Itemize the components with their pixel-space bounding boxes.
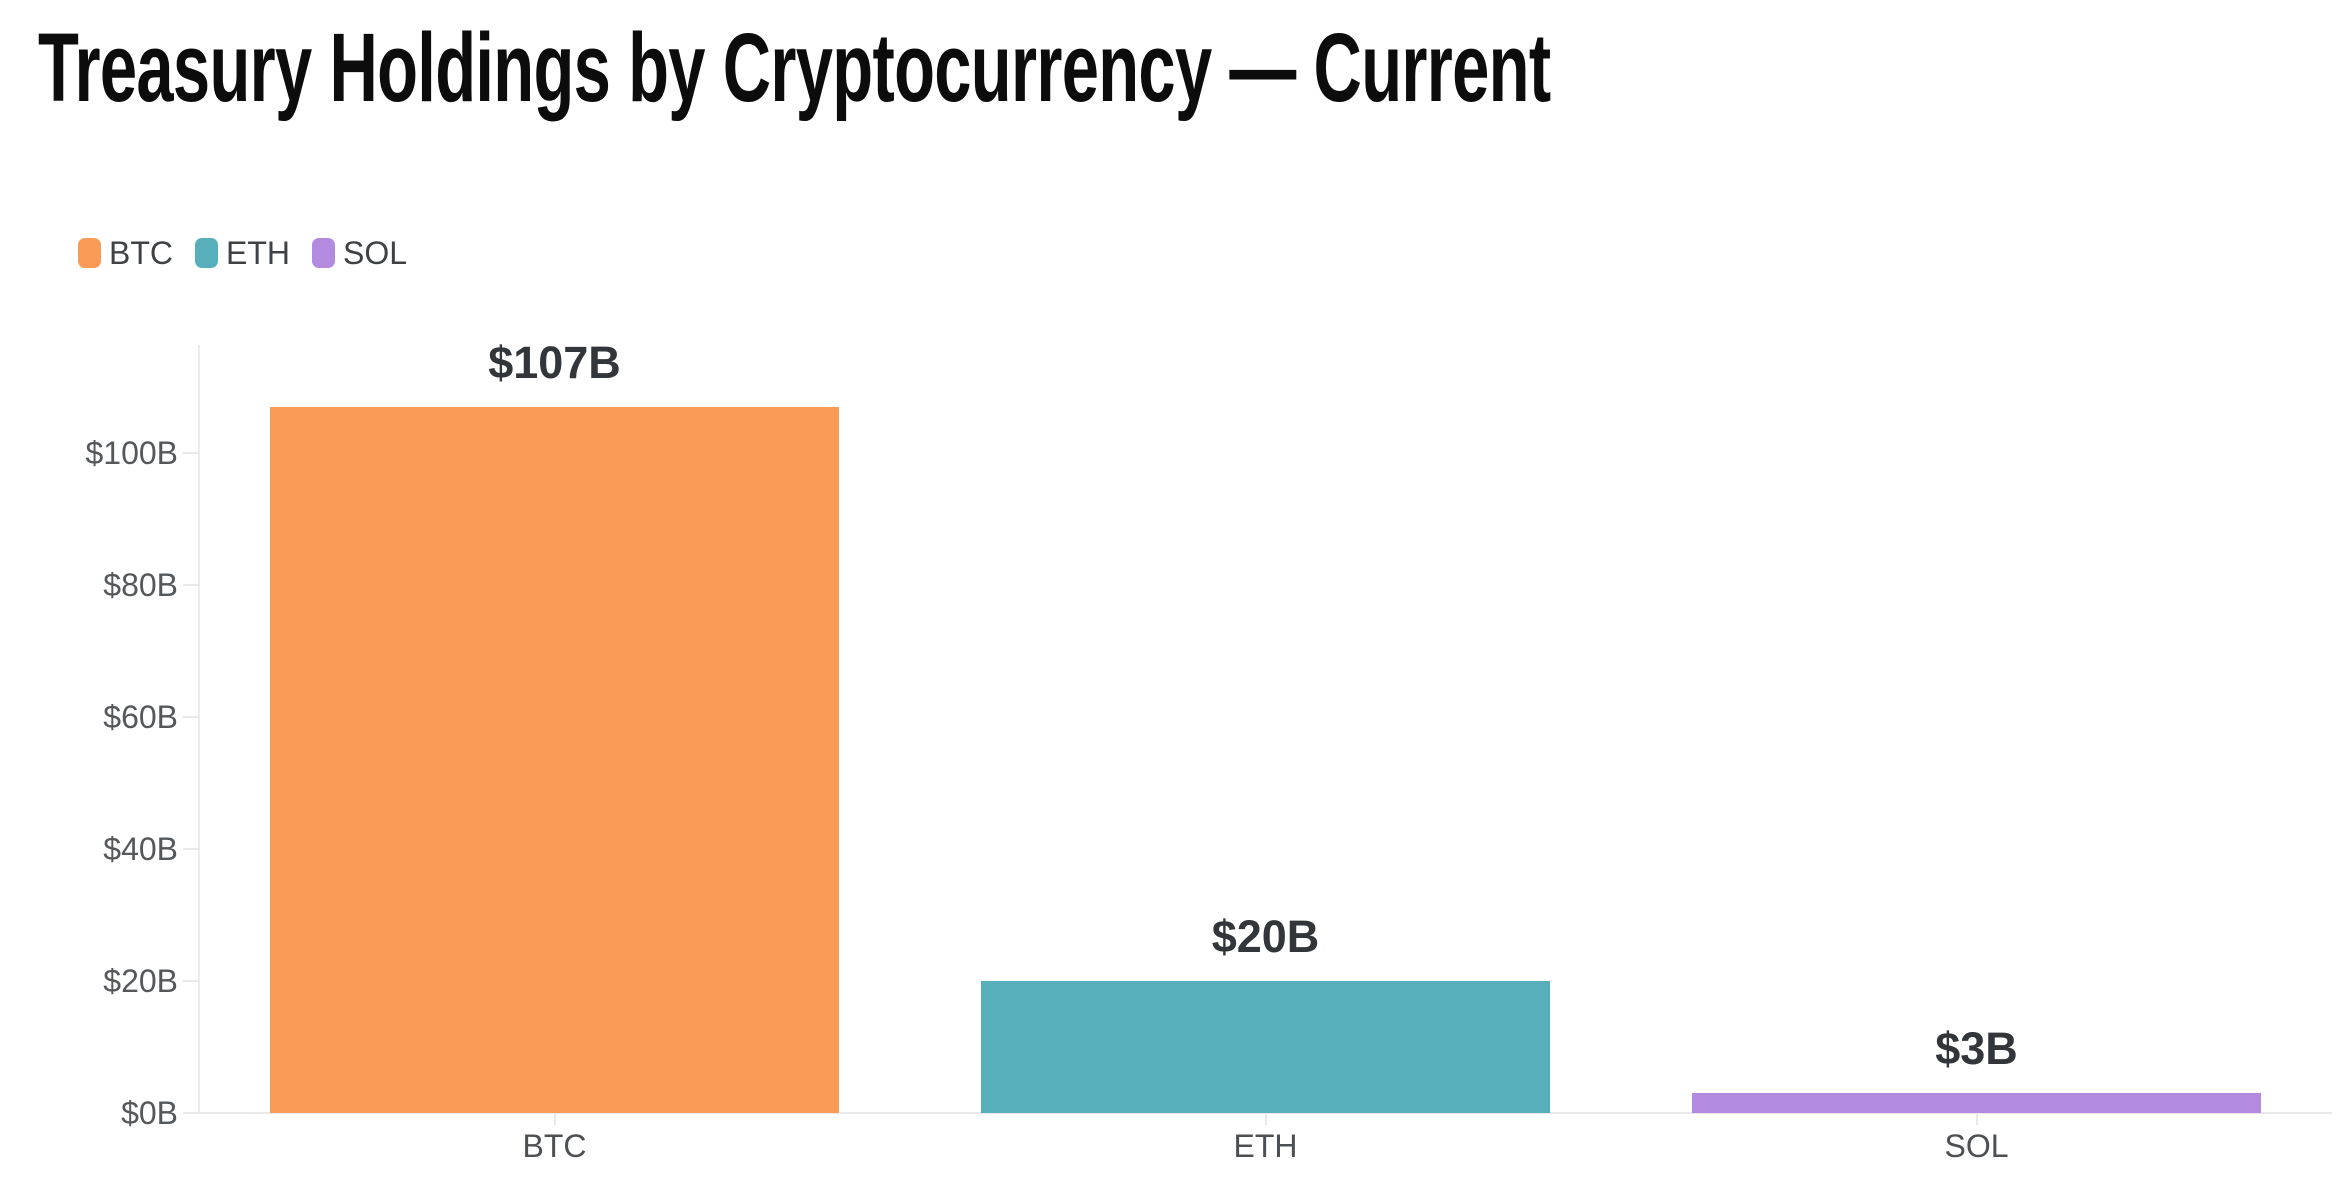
y-axis-tick-label: $100B — [85, 435, 178, 471]
legend-swatch-icon — [195, 238, 218, 268]
y-axis-tick-label: $60B — [103, 699, 178, 735]
x-axis-tick — [1975, 1113, 1978, 1125]
y-axis-tick-label: $80B — [103, 567, 178, 603]
bar-value-label: $3B — [1935, 1023, 2018, 1075]
y-axis-tick-label: $40B — [103, 831, 178, 867]
x-axis-tick — [553, 1113, 556, 1125]
y-axis-tick — [183, 716, 199, 718]
bar-value-label: $107B — [488, 336, 621, 388]
bar-value-label: $20B — [1211, 911, 1320, 962]
page-title: Treasury Holdings by Cryptocurrency — Cu… — [38, 13, 1551, 122]
legend-item-btc[interactable]: BTC — [78, 235, 173, 271]
bar-eth[interactable] — [981, 981, 1550, 1113]
x-axis-category-label: SOL — [1944, 1128, 2009, 1164]
bar-btc[interactable] — [270, 406, 839, 1113]
legend-item-eth[interactable]: ETH — [195, 235, 290, 271]
legend-item-label: SOL — [343, 235, 408, 271]
y-axis-tick-label: $20B — [103, 963, 178, 999]
y-axis-tick — [183, 848, 199, 850]
bar-sol[interactable] — [1692, 1093, 2261, 1113]
legend-swatch-icon — [312, 238, 335, 268]
x-axis-line — [185, 1112, 2332, 1114]
legend-item-sol[interactable]: SOL — [312, 235, 408, 271]
y-axis-tick — [183, 1112, 199, 1114]
x-axis-category-label: ETH — [1233, 1128, 1298, 1164]
y-axis-tick — [183, 584, 199, 586]
y-axis-tick — [183, 980, 199, 982]
y-axis-tick — [183, 452, 199, 454]
legend-item-label: BTC — [109, 235, 173, 271]
x-axis-tick — [1264, 1113, 1267, 1125]
chart-legend: BTC ETH SOL — [78, 235, 429, 271]
legend-swatch-icon — [78, 238, 101, 268]
y-axis-tick-label: $0B — [121, 1095, 178, 1131]
x-axis-category-label: BTC — [522, 1128, 587, 1164]
legend-item-label: ETH — [226, 235, 290, 271]
y-axis-line — [198, 345, 200, 1113]
